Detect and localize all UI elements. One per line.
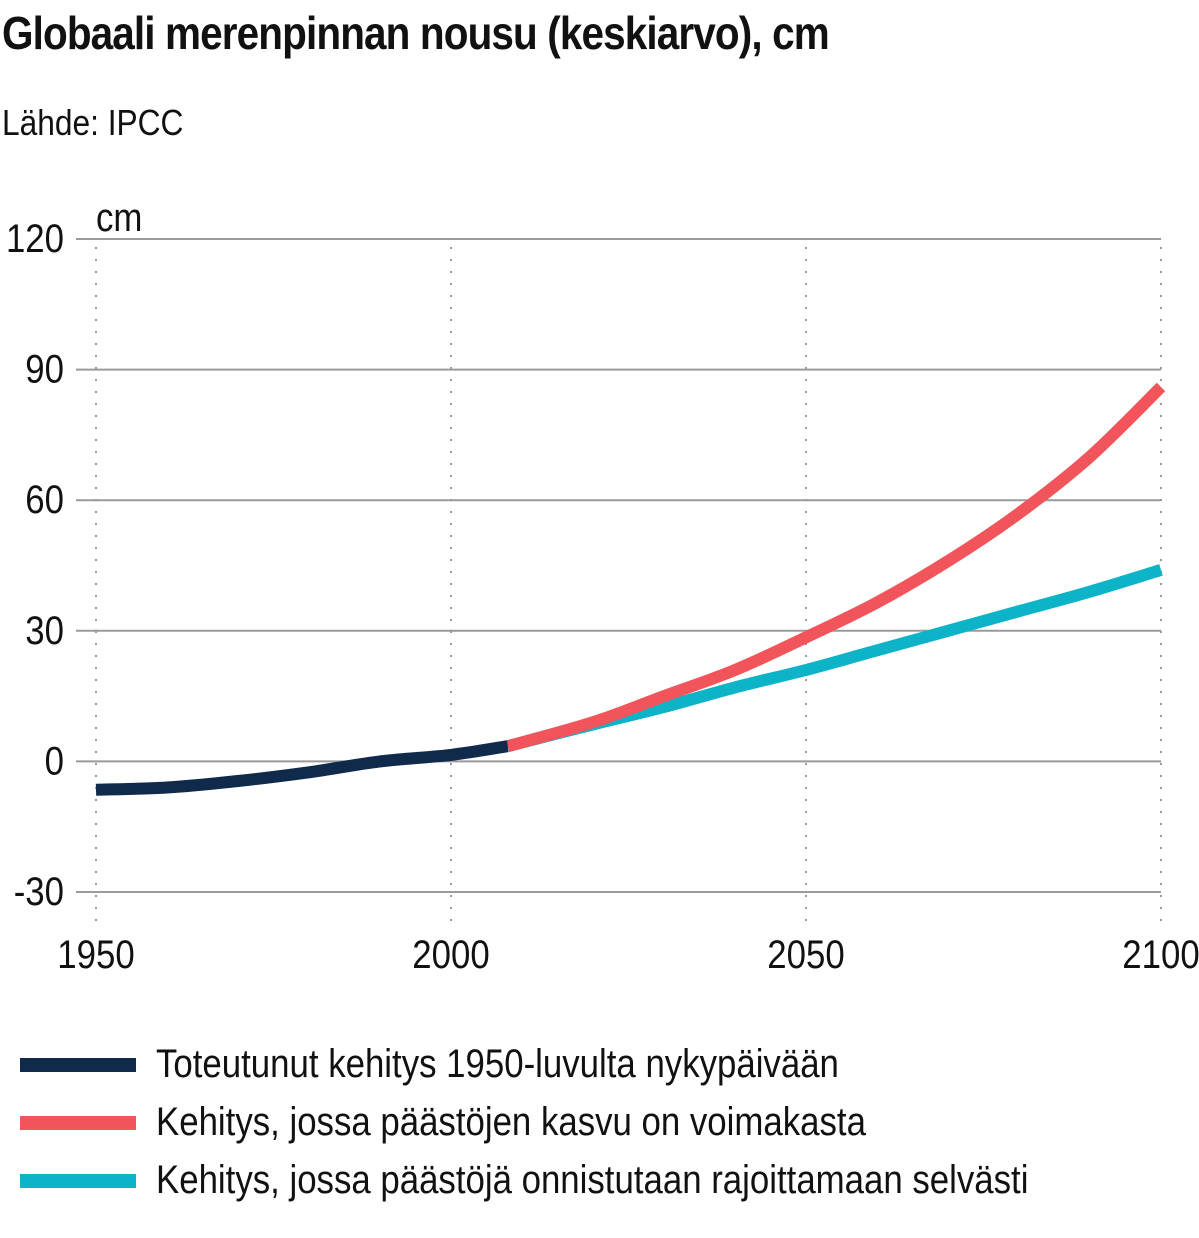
y-tick-label: 90 xyxy=(25,346,64,391)
series-line-high-emissions xyxy=(506,382,1166,752)
legend-swatch-historical xyxy=(20,1058,136,1072)
axes: 1950 2000 2050 2100 -30 0 30 60 90 120 cm xyxy=(6,195,1199,977)
series-lines xyxy=(95,382,1166,796)
legend-swatch-high-emissions xyxy=(20,1116,136,1130)
y-tick-label: 60 xyxy=(25,477,64,522)
x-tick-label: 2000 xyxy=(412,932,489,977)
y-tick-label: -30 xyxy=(14,869,64,914)
y-tick-label: 0 xyxy=(45,738,64,783)
legend-swatch-low-emissions xyxy=(20,1174,136,1188)
line-chart: 1950 2000 2050 2100 -30 0 30 60 90 120 cm xyxy=(6,195,1199,977)
x-tick-label: 1950 xyxy=(57,932,134,977)
chart-source: Lähde: IPCC xyxy=(2,102,184,143)
y-tick-label: 120 xyxy=(6,216,64,261)
legend-item-low-emissions: Kehitys, jossa päästöjä onnistutaan rajo… xyxy=(0,1152,1199,1210)
x-tick-label: 2100 xyxy=(1122,932,1199,977)
legend-item-high-emissions: Kehitys, jossa päästöjen kasvu on voimak… xyxy=(0,1094,1199,1152)
legend-item-historical: Toteutunut kehitys 1950-luvulta nykypäiv… xyxy=(0,1036,1199,1094)
grid xyxy=(76,238,1162,928)
y-tick-label: 30 xyxy=(25,608,64,653)
series-line-historical xyxy=(95,740,509,796)
chart-title: Globaali merenpinnan nousu (keskiarvo), … xyxy=(2,7,830,59)
legend-label-historical: Toteutunut kehitys 1950-luvulta nykypäiv… xyxy=(156,1042,839,1086)
x-tick-label: 2050 xyxy=(767,932,844,977)
y-unit-label: cm xyxy=(96,195,142,240)
legend-label-low-emissions: Kehitys, jossa päästöjä onnistutaan rajo… xyxy=(156,1158,1029,1202)
legend-label-high-emissions: Kehitys, jossa päästöjen kasvu on voimak… xyxy=(156,1100,866,1144)
